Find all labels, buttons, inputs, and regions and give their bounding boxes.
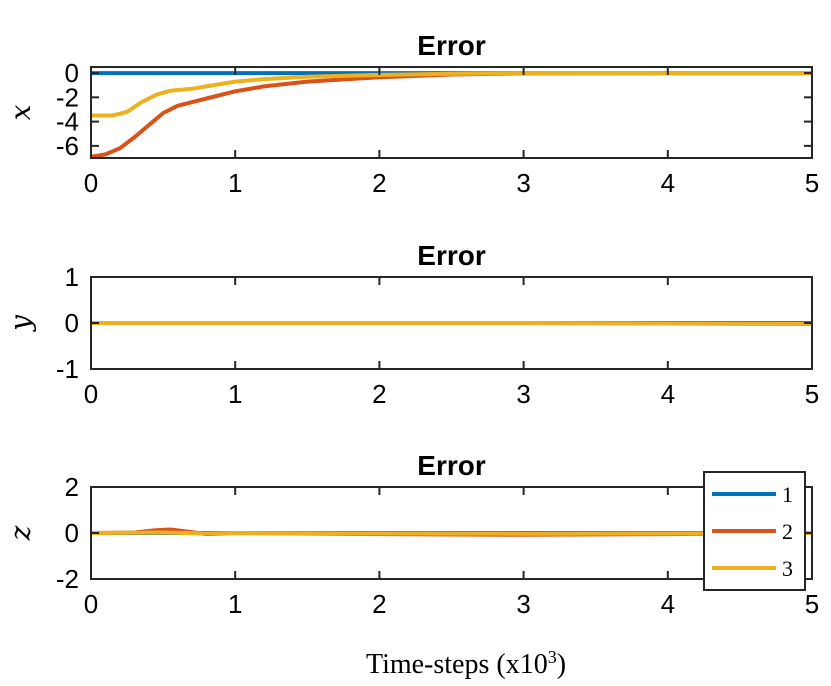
x-axis-label: Time-steps (x103)	[366, 647, 566, 680]
x-tick-label: 2	[372, 589, 386, 619]
series-line-3	[91, 71, 812, 118]
series-line-3	[91, 321, 812, 326]
x-tick-label: 5	[805, 379, 819, 409]
chart-title: Error	[417, 240, 486, 271]
legend-label-3: 3	[782, 556, 793, 581]
legend: 1 2 3	[703, 471, 806, 591]
x-tick-label: 5	[805, 168, 819, 198]
y-tick-label: -2	[56, 82, 79, 112]
x-tick-label: 2	[372, 168, 386, 198]
x-tick-label: 3	[516, 589, 530, 619]
y-axis-label: x	[4, 104, 37, 120]
x-tick-label: 5	[805, 589, 819, 619]
y-tick-label: 2	[65, 472, 79, 502]
x-tick-label: 4	[661, 589, 675, 619]
x-axis-label-suffix: )	[557, 649, 566, 680]
x-tick-label: 4	[661, 379, 675, 409]
y-tick-label: -2	[56, 564, 79, 594]
x-tick-label: 3	[516, 168, 530, 198]
y-axis-label: y	[4, 314, 37, 333]
series-group	[91, 527, 812, 537]
series-group	[91, 71, 812, 158]
series-line-3	[91, 530, 812, 536]
y-tick-label: 0	[65, 308, 79, 338]
y-tick-label: 0	[65, 518, 79, 548]
y-tick-label: 0	[65, 58, 79, 88]
y-tick-label: 1	[65, 262, 79, 292]
y-tick-label: -6	[56, 131, 79, 161]
x-tick-label: 0	[84, 589, 98, 619]
series-group	[91, 321, 812, 326]
legend-label-1: 1	[782, 482, 793, 507]
x-axis-label-exponent: 3	[548, 647, 557, 667]
x-tick-label: 3	[516, 379, 530, 409]
x-tick-label: 0	[84, 168, 98, 198]
chart-title: Error	[417, 30, 486, 61]
y-tick-label: -1	[56, 354, 79, 384]
chart-title: Error	[417, 450, 486, 481]
x-tick-label: 1	[228, 379, 242, 409]
x-tick-label: 2	[372, 379, 386, 409]
x-tick-label: 1	[228, 589, 242, 619]
x-tick-label: 1	[228, 168, 242, 198]
x-tick-label: 4	[661, 168, 675, 198]
y-tick-label: -4	[56, 107, 79, 137]
x-tick-label: 0	[84, 379, 98, 409]
legend-label-2: 2	[782, 519, 793, 544]
x-axis-label-prefix: Time-steps (x10	[366, 649, 548, 680]
axes-box	[90, 66, 813, 159]
y-axis-label: z	[4, 525, 37, 541]
